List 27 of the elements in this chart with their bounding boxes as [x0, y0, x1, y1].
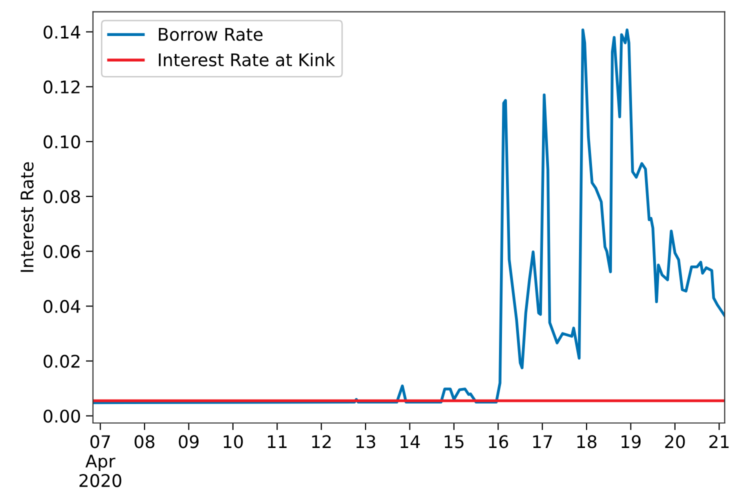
- x-tick-label: 19: [622, 435, 641, 448]
- legend-label: Interest Rate at Kink: [158, 52, 336, 66]
- y-axis-title: Interest Rate: [20, 162, 34, 272]
- x-tick-label: 15: [444, 435, 464, 448]
- x-tick-label: 10: [224, 435, 243, 448]
- x-tick-label: 18: [577, 435, 596, 448]
- x-tick-label: 13: [356, 435, 376, 448]
- x-tick-label: 20: [665, 435, 685, 448]
- y-tick-label: 0.14: [44, 26, 80, 39]
- y-tick-label: 0.00: [44, 410, 80, 423]
- x-tick-label: 17: [533, 435, 552, 448]
- y-tick-label: 0.08: [44, 190, 80, 204]
- x-tick-label: 11: [268, 435, 287, 448]
- x-tick-label: 07 Apr 2020: [80, 435, 122, 488]
- y-tick-label: 0.12: [44, 80, 80, 94]
- y-tick-label: 0.04: [44, 300, 80, 313]
- x-tick-label: 09: [178, 435, 199, 448]
- line-series: [92, 28, 725, 404]
- legend-label: Borrow Rate: [158, 28, 263, 41]
- x-tick-label: 14: [400, 435, 420, 448]
- x-tick-label: 16: [489, 435, 508, 448]
- x-tick-label: 21: [709, 435, 729, 448]
- y-tick-label: 0.02: [44, 354, 80, 368]
- x-tick-label: 12: [312, 435, 331, 448]
- y-tick-label: 0.06: [44, 245, 80, 258]
- y-tick-label: 0.10: [44, 135, 80, 148]
- x-tick-label: 08: [134, 435, 154, 448]
